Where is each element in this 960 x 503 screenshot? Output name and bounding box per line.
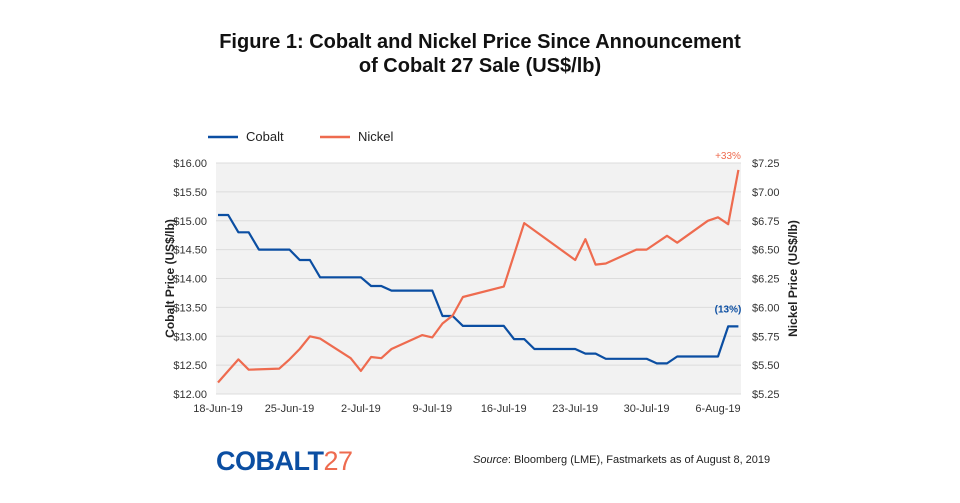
chart-title-line1: Figure 1: Cobalt and Nickel Price Since … (219, 31, 741, 53)
legend-label-cobalt: Cobalt (246, 129, 284, 144)
y-right-tick-label: $7.25 (752, 158, 780, 170)
x-tick-label: 25-Jun-19 (265, 403, 315, 415)
cobalt-change-annotation: (13%) (715, 304, 742, 315)
x-tick-label: 30-Jul-19 (624, 403, 670, 415)
cobalt-series-line (218, 213, 739, 365)
y-left-tick-label: $15.50 (173, 187, 207, 199)
y-left-tick-label: $14.50 (173, 245, 207, 257)
y-left-tick-label: $13.00 (173, 331, 207, 343)
x-tick-label: 2-Jul-19 (341, 403, 381, 415)
y-left-tick-label: $12.00 (173, 389, 207, 401)
nickel-change-annotation: +33% (715, 151, 741, 162)
y-right-axis-label: Nickel Price (US$/lb) (786, 220, 800, 337)
y-right-tick-label: $6.00 (752, 302, 780, 314)
y-right-tick-label: $6.75 (752, 216, 780, 228)
y-left-tick-label: $14.00 (173, 274, 207, 286)
y-left-tick-label: $12.50 (173, 360, 207, 372)
y-left-tick-label: $13.50 (173, 302, 207, 314)
y-right-tick-label: $5.75 (752, 331, 780, 343)
source-note: Source: Bloomberg (LME), Fastmarkets as … (473, 454, 771, 466)
y-left-tick-label: $16.00 (173, 158, 207, 170)
y-right-tick-label: $5.50 (752, 360, 780, 372)
cobalt27-logo: COBALT27 (216, 446, 353, 476)
legend-label-nickel: Nickel (358, 129, 394, 144)
x-tick-label: 16-Jul-19 (481, 403, 527, 415)
y-left-axis-label: Cobalt Price (US$/lb) (163, 219, 177, 338)
x-tick-label: 9-Jul-19 (412, 403, 452, 415)
y-right-tick-label: $6.25 (752, 274, 780, 286)
x-tick-label: 6-Aug-19 (695, 403, 740, 415)
y-left-tick-label: $15.00 (173, 216, 207, 228)
x-tick-label: 18-Jun-19 (193, 403, 243, 415)
y-right-tick-label: $6.50 (752, 245, 780, 257)
y-right-tick-label: $5.25 (752, 389, 780, 401)
chart-title-line2: of Cobalt 27 Sale (US$/lb) (358, 55, 602, 77)
x-tick-label: 23-Jul-19 (552, 403, 598, 415)
y-right-tick-label: $7.00 (752, 187, 780, 199)
